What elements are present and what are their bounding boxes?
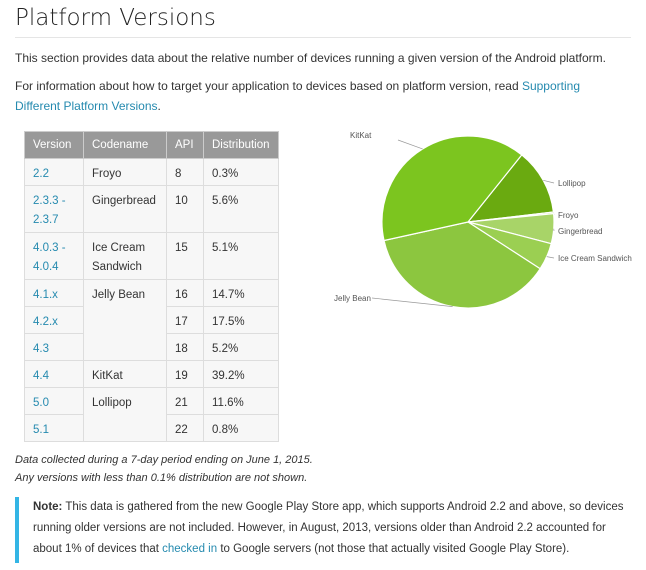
info-suffix: . [157,99,161,113]
table-row: 2.3.3 - 2.3.7 Gingerbread 10 5.6% [24,185,279,233]
note-callout: Note: This data is gathered from the new… [15,497,627,563]
header-codename: Codename [83,131,167,159]
version-cell: 4.3 [24,333,84,361]
version-link[interactable]: 4.1.x [33,289,58,301]
version-link[interactable]: 2.3.3 - 2.3.7 [33,195,66,226]
distribution-cell: 5.2% [203,333,279,361]
version-cell: 4.2.x [24,306,84,334]
version-link[interactable]: 4.4 [33,370,49,382]
api-cell: 8 [166,158,204,186]
table-row: 4.2.x 17 17.5% [24,306,279,334]
pie-leader-line [546,256,555,259]
pie-leader-line [371,297,453,307]
version-link[interactable]: 2.2 [33,168,49,180]
api-cell: 22 [166,414,204,442]
codename-cell: Lollipop [83,387,167,442]
api-cell: 10 [166,185,204,233]
data-footnote: Data collected during a 7-day period end… [15,451,313,487]
supporting-versions-link[interactable]: Supporting Different Platform Versions [15,79,580,113]
pie-label: Ice Cream Sandwich [558,254,632,263]
distribution-cell: 0.8% [203,414,279,442]
version-link[interactable]: 4.0.3 - 4.0.4 [33,242,66,273]
api-cell: 17 [166,306,204,334]
pie-slice-lollipop [466,154,555,223]
table-header-row: Version Codename API Distribution [24,131,279,159]
distribution-pie-chart: Lollipop Froyo Gingerbread Ice Cream Sandwi… [334,131,632,309]
pie-label: Lollipop [558,179,586,188]
codename-cell: Jelly Bean [83,279,167,361]
version-link[interactable]: 4.2.x [33,316,58,328]
table-row: 4.3 18 5.2% [24,333,279,361]
platform-versions-table: Version Codename API Distribution 2.2 Fr… [24,131,279,442]
table-row: 4.4 KitKat 19 39.2% [24,360,279,388]
header-distribution: Distribution [203,131,279,159]
api-cell: 16 [166,279,204,307]
pie-leader-line [543,179,555,184]
header-version: Version [24,131,84,159]
header-api: API [166,131,204,159]
note-text-1: This data is gathered from the new Googl… [33,501,624,555]
distribution-cell: 11.6% [203,387,279,415]
version-cell: 2.2 [24,158,84,186]
pie-label: KitKat [350,131,372,140]
distribution-cell: 0.3% [203,158,279,186]
api-cell: 19 [166,360,204,388]
footnote-line-2: Any versions with less than 0.1% distrib… [15,472,308,484]
pie-leader-line [397,139,423,150]
info-text: For information about how to target your… [15,76,615,116]
info-prefix: For information about how to target your… [15,79,522,93]
pie-slice-jelly-bean [383,221,542,309]
table-row: 4.1.x Jelly Bean 16 14.7% [24,279,279,361]
distribution-cell: 5.1% [203,232,279,280]
title-divider [15,37,631,38]
api-cell: 15 [166,232,204,280]
page-title: Platform Versions [15,5,216,31]
api-cell: 21 [166,387,204,415]
codename-cell: Froyo [83,158,167,186]
api-cell: 18 [166,333,204,361]
distribution-cell: 5.6% [203,185,279,233]
pie-label: Gingerbread [558,227,602,236]
codename-cell: KitKat [83,360,167,388]
pie-label: Jelly Bean [334,294,371,303]
distribution-cell: 39.2% [203,360,279,388]
version-cell: 4.0.3 - 4.0.4 [24,232,84,280]
checked-in-link[interactable]: checked in [162,543,218,555]
version-link[interactable]: 4.3 [33,343,49,355]
intro-text: This section provides data about the rel… [15,51,607,65]
distribution-cell: 14.7% [203,279,279,307]
codename-cell: Ice Cream Sandwich [83,232,167,280]
codename-cell: Gingerbread [83,185,167,233]
version-cell: 5.1 [24,414,84,442]
footnote-line-1: Data collected during a 7-day period end… [15,454,313,466]
table-row: 4.0.3 - 4.0.4 Ice Cream Sandwich 15 5.1% [24,232,279,280]
distribution-cell: 17.5% [203,306,279,334]
version-link[interactable]: 5.1 [33,424,49,436]
table-row: 2.2 Froyo 8 0.3% [24,158,279,186]
version-cell: 5.0 [24,387,84,415]
pie-label: Froyo [558,211,579,220]
table-row: 5.1 22 0.8% [24,414,279,442]
version-cell: 4.1.x [24,279,84,307]
version-link[interactable]: 5.0 [33,397,49,409]
version-cell: 2.3.3 - 2.3.7 [24,185,84,233]
version-cell: 4.4 [24,360,84,388]
table-row: 5.0 Lollipop 21 11.6% [24,387,279,442]
note-text-2: to Google servers (not those that actual… [217,543,570,555]
note-label: Note: [33,501,63,513]
